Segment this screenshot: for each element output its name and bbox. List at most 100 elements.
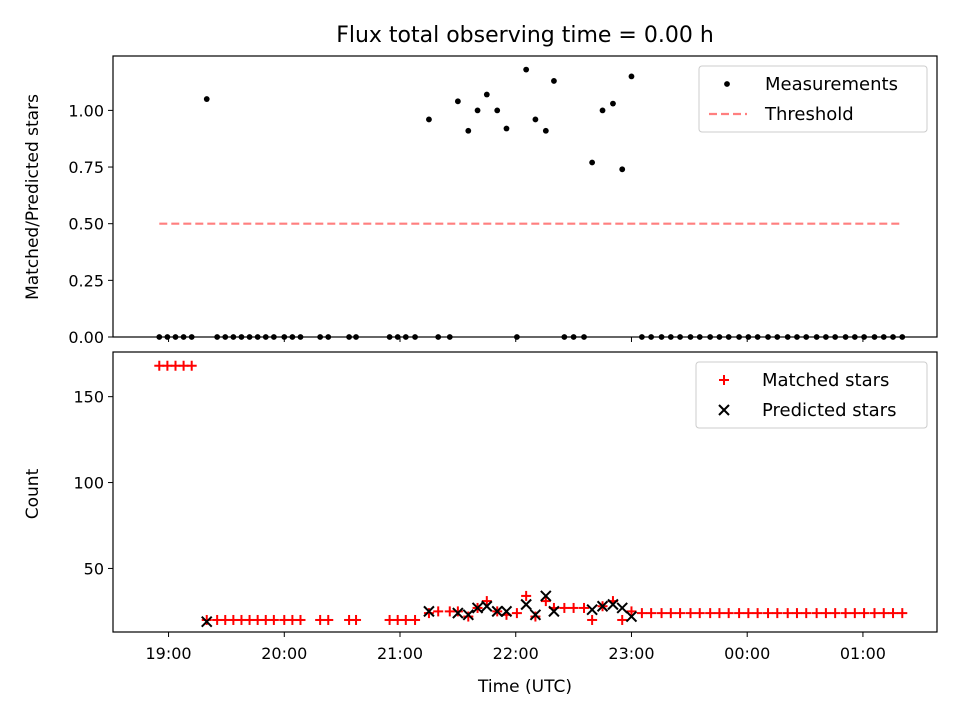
bottom-point bbox=[351, 614, 362, 625]
bottom-point bbox=[186, 360, 197, 371]
bottom-point bbox=[869, 608, 880, 619]
top-y-tick-label: 0.00 bbox=[68, 328, 104, 347]
bottom-point bbox=[268, 614, 279, 625]
top-point bbox=[532, 116, 539, 123]
top-point bbox=[503, 125, 510, 132]
bottom-point bbox=[452, 607, 464, 619]
bottom-point-b bbox=[201, 615, 213, 628]
bottom-point bbox=[471, 602, 484, 614]
bottom-point-b bbox=[423, 605, 435, 618]
bottom-x-tick-label: 22:00 bbox=[493, 644, 539, 663]
bottom-point bbox=[616, 602, 628, 614]
bottom-point bbox=[849, 608, 860, 619]
bottom-point bbox=[625, 610, 638, 623]
bottom-point bbox=[801, 608, 812, 619]
bottom-point bbox=[201, 615, 213, 628]
bottom-x-tick-label: 23:00 bbox=[608, 644, 654, 663]
top-point bbox=[589, 159, 596, 166]
bottom-point bbox=[675, 608, 686, 619]
bottom-point bbox=[685, 608, 696, 619]
top-legend-label: Measurements bbox=[765, 74, 898, 95]
bottom-point bbox=[782, 608, 793, 619]
bottom-point bbox=[714, 608, 725, 619]
bottom-point bbox=[752, 608, 763, 619]
bottom-point bbox=[626, 606, 637, 617]
top-legend-box bbox=[698, 65, 928, 133]
bottom-point-b bbox=[491, 605, 503, 618]
top-point bbox=[494, 107, 501, 114]
bottom-series-predicted-stars bbox=[201, 590, 638, 628]
top-point bbox=[454, 98, 461, 105]
top-legend-label: Threshold bbox=[764, 104, 854, 125]
bottom-point bbox=[587, 614, 598, 625]
bottom-x-tick-label: 21:00 bbox=[377, 644, 423, 663]
bottom-point bbox=[705, 608, 716, 619]
bottom-point bbox=[811, 608, 822, 619]
bottom-legend-swatch-b bbox=[718, 404, 730, 416]
bottom-point bbox=[734, 608, 745, 619]
bottom-point-b bbox=[548, 605, 560, 618]
bottom-point bbox=[596, 600, 609, 612]
bottom-point-b bbox=[452, 607, 464, 619]
bottom-point bbox=[579, 602, 590, 613]
top-point bbox=[610, 100, 616, 107]
bottom-y-tick-label: 50 bbox=[84, 559, 104, 578]
bottom-plot-area: 50 100 150 19:00 20:00 21:00 22:00 23:00 00:00 01… bbox=[73, 351, 938, 663]
bottom-x-tick-label: 01:00 bbox=[840, 644, 886, 663]
top-point bbox=[619, 166, 626, 173]
bottom-point bbox=[540, 596, 551, 607]
top-point bbox=[542, 127, 549, 134]
bottom-point-b bbox=[481, 600, 493, 612]
bottom-y-axis-label: Count bbox=[23, 468, 43, 519]
bottom-point bbox=[897, 608, 908, 619]
bottom-point-b bbox=[586, 603, 598, 616]
bottom-point bbox=[665, 608, 676, 619]
bottom-point bbox=[521, 590, 532, 601]
bottom-point bbox=[617, 614, 628, 625]
top-axes-frame bbox=[112, 55, 938, 338]
bottom-point bbox=[878, 608, 889, 619]
bottom-point bbox=[481, 600, 493, 612]
top-point bbox=[474, 107, 481, 114]
bottom-legend-swatch bbox=[718, 404, 730, 416]
bottom-point bbox=[723, 608, 734, 619]
bottom-point bbox=[201, 614, 212, 625]
bottom-y-tick-label: 150 bbox=[73, 388, 104, 407]
bottom-point bbox=[888, 608, 899, 619]
bottom-point bbox=[433, 606, 444, 617]
bottom-point bbox=[559, 602, 570, 613]
bottom-point-b bbox=[462, 609, 474, 621]
bottom-point bbox=[859, 608, 870, 619]
bottom-point-b bbox=[471, 602, 484, 614]
bottom-point-b bbox=[520, 598, 532, 611]
bottom-legend-swatch bbox=[719, 375, 729, 385]
bottom-point bbox=[568, 602, 579, 613]
bottom-point bbox=[540, 590, 552, 602]
top-plot-area: 0.00 0.25 0.50 0.75 1.00 Measurements Threshol… bbox=[68, 55, 938, 347]
bottom-x-tick-label: 19:00 bbox=[145, 644, 191, 663]
bottom-point bbox=[529, 609, 542, 621]
bottom-legend-box bbox=[695, 361, 928, 429]
top-y-tick-label: 0.25 bbox=[68, 271, 104, 290]
top-point bbox=[523, 66, 530, 73]
bottom-point bbox=[656, 608, 667, 619]
top-y-tick-label: 0.50 bbox=[68, 215, 104, 234]
chart-title: Flux total observing time = 0.00 h bbox=[336, 23, 714, 48]
top-y-axis-label: Matched/Predicted stars bbox=[23, 94, 43, 300]
top-legend: Measurements Threshold bbox=[698, 65, 928, 133]
bottom-point bbox=[743, 608, 754, 619]
bottom-point bbox=[586, 603, 598, 616]
bottom-point bbox=[694, 608, 705, 619]
bottom-point-b bbox=[616, 602, 628, 614]
bottom-point bbox=[410, 614, 421, 625]
bottom-point bbox=[636, 608, 647, 619]
bottom-point bbox=[830, 608, 841, 619]
top-y-tick-label: 0.75 bbox=[68, 158, 104, 177]
bottom-point bbox=[462, 609, 474, 621]
bottom-point bbox=[646, 608, 657, 619]
top-point bbox=[483, 91, 490, 98]
bottom-point bbox=[840, 608, 851, 619]
bottom-point bbox=[500, 605, 513, 618]
bottom-point bbox=[323, 614, 334, 625]
